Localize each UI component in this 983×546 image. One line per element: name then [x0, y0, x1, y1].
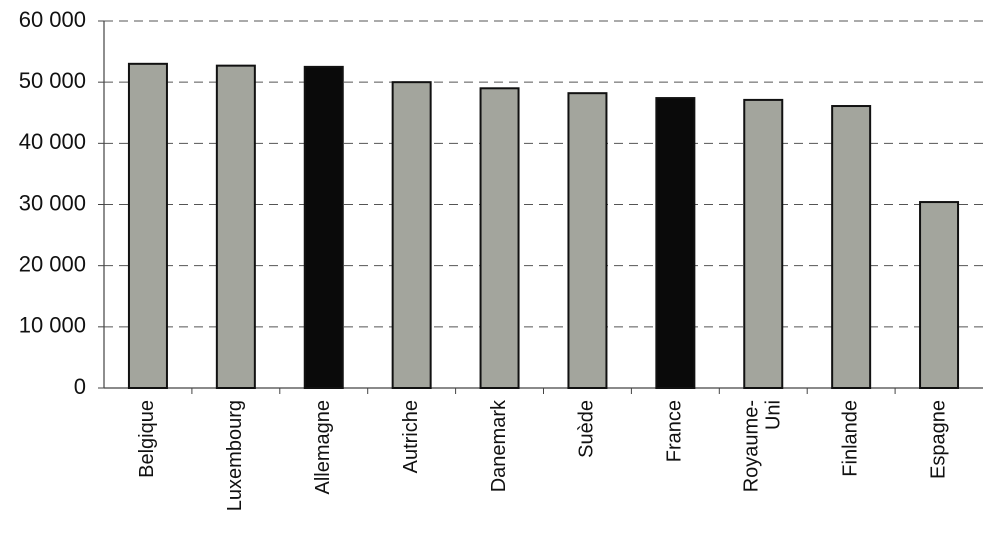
- bar: [831, 105, 872, 389]
- x-tick-label: Espagne: [927, 400, 949, 479]
- x-tick-label: Royaume-Uni: [741, 400, 785, 492]
- bar: [479, 87, 520, 390]
- x-tick-label: Suède: [576, 400, 598, 458]
- bar: [303, 65, 344, 389]
- y-tick-label: 30 000: [19, 190, 86, 215]
- y-tick-label: 20 000: [19, 251, 86, 276]
- x-tick-label: Autriche: [400, 400, 422, 473]
- x-tick-label: Luxembourg: [224, 400, 246, 511]
- bar: [567, 92, 608, 389]
- y-tick-label: 50 000: [19, 68, 86, 93]
- bar: [215, 64, 256, 389]
- bar: [655, 97, 696, 389]
- bar: [919, 201, 960, 389]
- x-tick-label: Allemagne: [312, 400, 334, 495]
- x-tick-label: France: [664, 400, 686, 462]
- bar: [743, 98, 784, 389]
- x-tick-label: Danemark: [488, 399, 510, 492]
- bar: [391, 81, 432, 390]
- x-tick-label: Belgique: [136, 400, 158, 478]
- x-tick-label: Finlande: [839, 400, 861, 477]
- y-tick-label: 40 000: [19, 129, 86, 154]
- y-tick-label: 10 000: [19, 313, 86, 338]
- x-tick-label-line: Royaume-: [741, 400, 763, 492]
- x-tick-label-line: Uni: [763, 400, 785, 430]
- y-tick-label: 0: [74, 374, 86, 399]
- bar: [127, 62, 168, 389]
- y-tick-label: 60 000: [19, 7, 86, 32]
